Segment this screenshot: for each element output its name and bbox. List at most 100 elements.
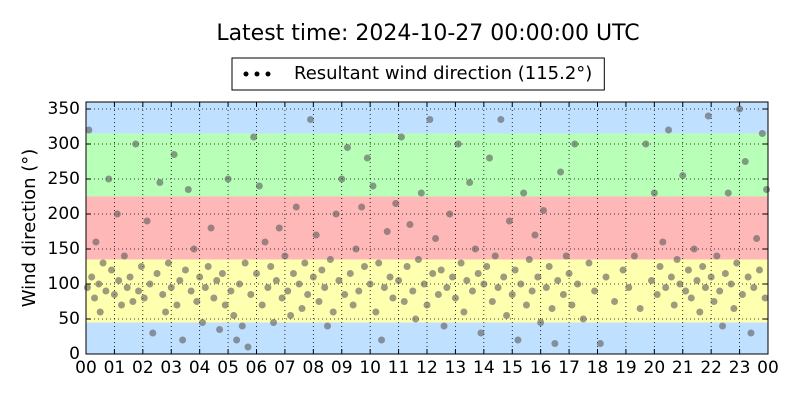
data-point bbox=[451, 294, 459, 302]
data-point bbox=[176, 277, 184, 284]
data-point bbox=[466, 179, 474, 186]
data-point bbox=[324, 322, 332, 330]
data-point bbox=[113, 210, 121, 218]
data-point bbox=[360, 263, 368, 270]
data-point bbox=[264, 284, 272, 291]
data-point bbox=[727, 280, 735, 288]
data-point bbox=[250, 133, 258, 141]
x-tick-label: 03 bbox=[160, 358, 182, 378]
x-tick-label: 00 bbox=[75, 358, 97, 378]
data-point bbox=[312, 231, 320, 239]
data-point bbox=[123, 284, 131, 291]
data-point bbox=[667, 273, 675, 281]
data-point bbox=[673, 256, 681, 263]
x-tick-label: 02 bbox=[132, 358, 154, 378]
data-point bbox=[468, 287, 476, 295]
y-axis-label: Wind direction (°) bbox=[19, 149, 40, 308]
data-point bbox=[326, 256, 334, 263]
data-point bbox=[696, 308, 704, 316]
data-point bbox=[420, 280, 428, 288]
data-point bbox=[647, 277, 655, 284]
data-point bbox=[477, 329, 485, 337]
data-point bbox=[443, 284, 451, 291]
data-point bbox=[355, 287, 363, 295]
data-point bbox=[253, 270, 260, 277]
data-point bbox=[449, 273, 457, 281]
data-point bbox=[687, 294, 695, 302]
data-point bbox=[656, 263, 664, 270]
data-point bbox=[88, 273, 96, 281]
data-point bbox=[321, 284, 329, 291]
data-point bbox=[329, 308, 337, 316]
data-point bbox=[744, 273, 752, 281]
data-point bbox=[199, 319, 207, 326]
data-point bbox=[318, 266, 326, 274]
data-point bbox=[701, 284, 709, 291]
data-point bbox=[132, 140, 140, 148]
plot-frame bbox=[85, 101, 769, 355]
data-point bbox=[92, 238, 100, 246]
data-point bbox=[440, 322, 448, 330]
data-point bbox=[349, 301, 357, 309]
data-point bbox=[753, 235, 761, 242]
data-point bbox=[602, 273, 610, 281]
data-point bbox=[676, 280, 684, 288]
data-point bbox=[522, 301, 530, 309]
data-point bbox=[167, 284, 175, 291]
x-tick-label: 09 bbox=[331, 358, 353, 378]
data-point bbox=[534, 273, 542, 281]
data-point bbox=[486, 154, 494, 162]
data-point bbox=[665, 126, 673, 134]
data-point bbox=[636, 305, 644, 312]
data-point bbox=[218, 270, 226, 277]
legend-marker bbox=[254, 71, 260, 77]
data-point bbox=[491, 252, 499, 260]
data-point bbox=[395, 277, 403, 284]
data-point bbox=[230, 312, 238, 319]
data-point bbox=[213, 277, 221, 284]
data-point bbox=[99, 259, 107, 267]
data-point bbox=[386, 273, 394, 281]
y-tick-label: 200 bbox=[48, 204, 80, 224]
data-point bbox=[207, 224, 215, 232]
data-point bbox=[520, 189, 528, 197]
x-tick-label: 07 bbox=[274, 358, 296, 378]
x-tick-label: 22 bbox=[700, 358, 722, 378]
data-point bbox=[363, 154, 371, 162]
data-point bbox=[747, 329, 755, 337]
data-point bbox=[129, 298, 137, 305]
data-point bbox=[272, 277, 280, 284]
data-point bbox=[91, 294, 99, 302]
data-point bbox=[738, 291, 746, 298]
data-point bbox=[298, 305, 306, 312]
data-point bbox=[596, 340, 604, 347]
data-point bbox=[392, 200, 400, 207]
data-point bbox=[611, 298, 619, 305]
data-point bbox=[662, 284, 670, 291]
data-point bbox=[375, 259, 383, 267]
data-point bbox=[389, 294, 397, 302]
data-point bbox=[437, 266, 445, 274]
data-point bbox=[693, 277, 701, 284]
data-point bbox=[562, 252, 570, 260]
data-point bbox=[679, 172, 687, 179]
data-point bbox=[267, 263, 275, 270]
data-point bbox=[554, 277, 562, 284]
data-point bbox=[164, 259, 172, 267]
data-point bbox=[710, 298, 718, 305]
data-point bbox=[545, 263, 553, 270]
data-point bbox=[682, 287, 690, 295]
data-point bbox=[149, 329, 157, 337]
data-point bbox=[335, 277, 343, 284]
data-point bbox=[763, 186, 771, 193]
data-point bbox=[210, 294, 218, 302]
data-point bbox=[540, 207, 548, 214]
data-point bbox=[457, 259, 465, 267]
data-point bbox=[528, 287, 536, 295]
data-point bbox=[372, 308, 380, 316]
data-point bbox=[758, 130, 766, 137]
data-point bbox=[309, 273, 317, 281]
x-tick-label: 16 bbox=[530, 358, 552, 378]
data-point bbox=[216, 326, 224, 333]
